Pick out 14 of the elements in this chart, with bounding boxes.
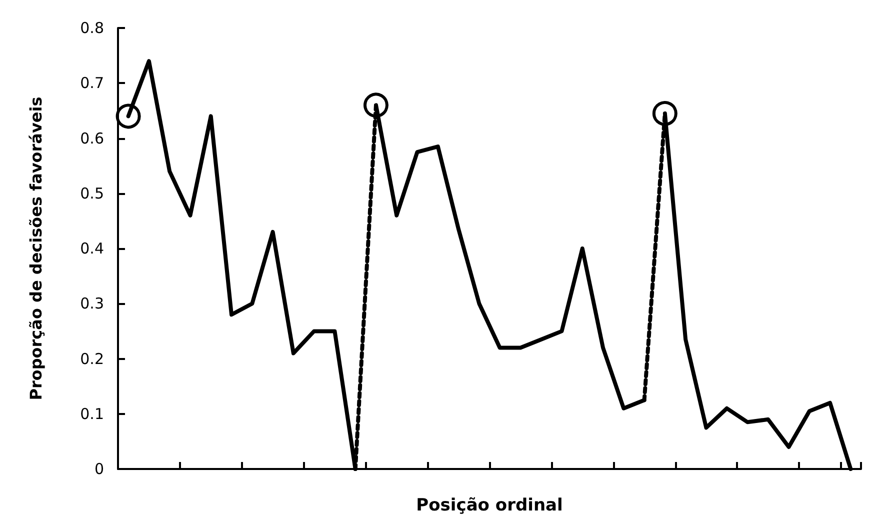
y-tick-label: 0.2: [80, 350, 104, 368]
y-tick-label: 0.6: [80, 129, 104, 148]
x-axis-title: Posição ordinal: [416, 496, 563, 516]
point: [652, 100, 678, 126]
y-tick-label: 0.7: [80, 74, 104, 92]
y-tick-label: 0.1: [80, 404, 104, 423]
y-tick-label: 0.5: [80, 184, 104, 202]
y-tick-label: 0.3: [80, 294, 104, 313]
point: [116, 104, 141, 129]
y-tick-label: 0: [94, 460, 104, 478]
y-axis-title: Proporção de decisões favoráveis: [26, 96, 46, 400]
y-tick-label: 0.4: [80, 240, 104, 258]
point: [364, 92, 388, 118]
y-tick-label: 0.8: [80, 19, 104, 37]
